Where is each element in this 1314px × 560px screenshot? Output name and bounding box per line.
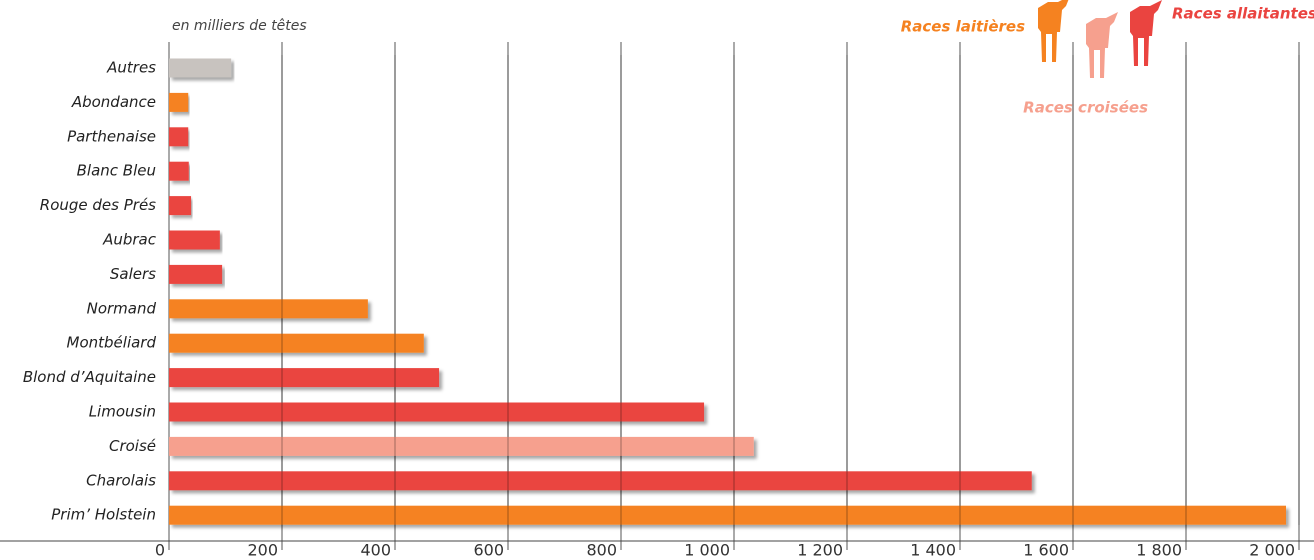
x-tick-label: 2 000 bbox=[1249, 541, 1295, 560]
subtitle: en milliers de têtes bbox=[172, 18, 307, 34]
bar bbox=[169, 230, 220, 250]
y-tick-label: Abondance bbox=[71, 93, 156, 111]
bar bbox=[169, 436, 754, 456]
bar bbox=[169, 505, 1287, 525]
bar bbox=[169, 402, 705, 422]
x-tick-label: 800 bbox=[586, 541, 617, 560]
legend-label: Races croisées bbox=[1023, 99, 1148, 117]
y-tick-label: Blanc Bleu bbox=[77, 162, 156, 180]
x-tick-label: 200 bbox=[247, 541, 278, 560]
y-tick-label: Rouge des Prés bbox=[40, 196, 156, 214]
bar bbox=[169, 299, 368, 319]
bar bbox=[169, 264, 223, 284]
bar bbox=[169, 92, 189, 112]
y-tick-label: Normand bbox=[87, 299, 157, 317]
legend-label: Races laitières bbox=[901, 18, 1025, 36]
bar bbox=[169, 333, 424, 353]
y-tick-label: Salers bbox=[110, 265, 156, 283]
y-tick-label: Parthenaise bbox=[67, 127, 156, 145]
x-tick-label: 600 bbox=[473, 541, 504, 560]
bar bbox=[169, 196, 192, 216]
y-tick-label: Charolais bbox=[86, 471, 156, 489]
x-tick-label: 1 600 bbox=[1023, 541, 1069, 560]
bar bbox=[169, 161, 189, 181]
legend-label: Races allaitantes bbox=[1172, 5, 1314, 23]
x-tick-label: 1 200 bbox=[797, 541, 843, 560]
y-tick-label: Croisé bbox=[109, 437, 156, 455]
x-tick-label: 1 800 bbox=[1136, 541, 1182, 560]
y-tick-label: Aubrac bbox=[102, 231, 157, 249]
x-tick-label: 1 000 bbox=[684, 541, 730, 560]
x-tick-label: 1 400 bbox=[910, 541, 956, 560]
bar bbox=[169, 368, 440, 388]
x-tick-label: 0 bbox=[155, 541, 165, 560]
bar bbox=[169, 471, 1032, 491]
y-tick-label: Montbéliard bbox=[67, 334, 157, 352]
y-tick-label: Autres bbox=[106, 59, 156, 77]
bar bbox=[169, 58, 232, 78]
y-tick-label: Limousin bbox=[89, 403, 156, 421]
y-tick-label: Blond d’Aquitaine bbox=[23, 368, 156, 386]
y-tick-label: Prim’ Holstein bbox=[51, 506, 156, 524]
cow-icons bbox=[1038, 0, 1162, 78]
bar bbox=[169, 127, 189, 147]
x-tick-label: 400 bbox=[360, 541, 391, 560]
